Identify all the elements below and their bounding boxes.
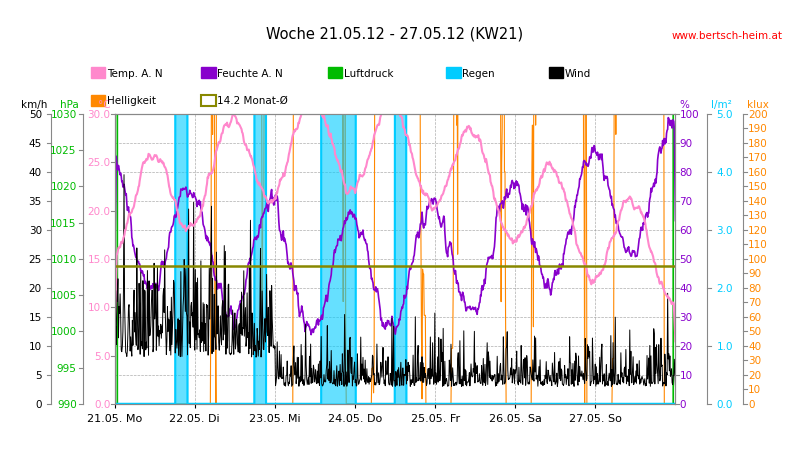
Text: www.bertsch-heim.at: www.bertsch-heim.at — [671, 31, 782, 41]
Text: 45: 45 — [28, 139, 42, 149]
Text: km/h: km/h — [21, 100, 47, 110]
Text: 1.0: 1.0 — [717, 341, 733, 351]
Text: 90: 90 — [748, 269, 762, 279]
Text: 995: 995 — [57, 363, 77, 373]
Text: 990: 990 — [57, 399, 77, 409]
Text: 160: 160 — [748, 168, 768, 178]
Text: 14.2 Monat-Ø: 14.2 Monat-Ø — [217, 96, 288, 106]
Text: 50: 50 — [28, 110, 42, 120]
Text: 190: 190 — [748, 124, 768, 134]
Text: Woche 21.05.12 - 27.05.12 (KW21): Woche 21.05.12 - 27.05.12 (KW21) — [266, 26, 524, 41]
Text: 35: 35 — [28, 196, 42, 207]
Text: 15: 15 — [28, 312, 42, 322]
Text: 0.0: 0.0 — [94, 399, 111, 409]
Text: l/m²: l/m² — [711, 100, 732, 110]
Text: 20: 20 — [28, 283, 42, 293]
Text: 200: 200 — [748, 110, 768, 120]
Text: 110: 110 — [748, 240, 768, 250]
Text: 60: 60 — [748, 312, 762, 322]
Text: 20: 20 — [679, 341, 693, 351]
Text: Helligkeit: Helligkeit — [107, 96, 156, 106]
Text: 10: 10 — [28, 341, 42, 351]
Text: 100: 100 — [748, 254, 768, 264]
Text: 0.0: 0.0 — [717, 399, 733, 409]
Text: 130: 130 — [748, 211, 768, 221]
Text: 10: 10 — [748, 385, 762, 394]
Text: Temp. A. N: Temp. A. N — [107, 68, 162, 78]
Text: 1025: 1025 — [51, 146, 77, 156]
Text: 120: 120 — [748, 225, 768, 235]
Text: 30: 30 — [748, 356, 762, 365]
Text: 80: 80 — [748, 283, 762, 293]
Text: 1020: 1020 — [51, 182, 77, 192]
Text: 0: 0 — [36, 399, 42, 409]
Text: 150: 150 — [748, 182, 768, 192]
Text: 170: 170 — [748, 153, 768, 163]
Text: %: % — [679, 100, 689, 110]
Text: 1010: 1010 — [51, 254, 77, 264]
Text: 10.0: 10.0 — [88, 302, 111, 313]
Text: °C: °C — [98, 100, 111, 110]
Text: 20: 20 — [748, 370, 762, 380]
Text: 3.0: 3.0 — [717, 225, 733, 235]
Text: 40: 40 — [28, 168, 42, 178]
Text: 90: 90 — [679, 139, 693, 149]
Text: 40: 40 — [748, 341, 762, 351]
Text: 5: 5 — [36, 370, 42, 380]
Text: 25: 25 — [28, 254, 42, 264]
Text: 5.0: 5.0 — [717, 110, 733, 120]
Text: 1015: 1015 — [51, 218, 77, 228]
Text: 20.0: 20.0 — [88, 206, 111, 216]
Text: 10: 10 — [679, 370, 693, 380]
Text: klux: klux — [747, 100, 769, 110]
Text: 60: 60 — [679, 225, 693, 235]
Text: 30.0: 30.0 — [88, 110, 111, 120]
Text: Wind: Wind — [565, 68, 591, 78]
Text: 50: 50 — [748, 327, 762, 336]
Text: 70: 70 — [679, 196, 693, 207]
Text: 50: 50 — [679, 254, 693, 264]
Text: 140: 140 — [748, 196, 768, 207]
Text: 40: 40 — [679, 283, 693, 293]
Text: 30: 30 — [679, 312, 693, 322]
Text: 100: 100 — [679, 110, 699, 120]
Text: Luftdruck: Luftdruck — [344, 68, 393, 78]
Text: Regen: Regen — [462, 68, 495, 78]
Text: 180: 180 — [748, 139, 768, 149]
Text: 1030: 1030 — [51, 110, 77, 120]
Text: 30: 30 — [28, 225, 42, 235]
Text: 1005: 1005 — [51, 291, 77, 301]
Text: 1000: 1000 — [51, 327, 77, 336]
Text: Feuchte A. N: Feuchte A. N — [217, 68, 283, 78]
Text: 25.0: 25.0 — [88, 158, 111, 168]
Text: 15.0: 15.0 — [88, 254, 111, 264]
Text: 2.0: 2.0 — [717, 283, 733, 293]
Text: 4.0: 4.0 — [717, 168, 733, 178]
Text: 70: 70 — [748, 298, 762, 308]
Text: hPa: hPa — [60, 100, 79, 110]
Text: 5.0: 5.0 — [94, 351, 111, 361]
Text: 0: 0 — [748, 399, 754, 409]
Text: 80: 80 — [679, 168, 693, 178]
Text: 0: 0 — [679, 399, 686, 409]
